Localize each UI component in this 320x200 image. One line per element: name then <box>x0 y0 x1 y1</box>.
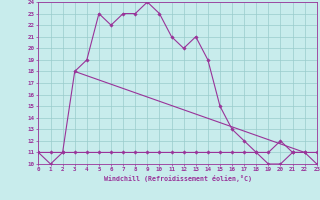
X-axis label: Windchill (Refroidissement éolien,°C): Windchill (Refroidissement éolien,°C) <box>104 175 252 182</box>
